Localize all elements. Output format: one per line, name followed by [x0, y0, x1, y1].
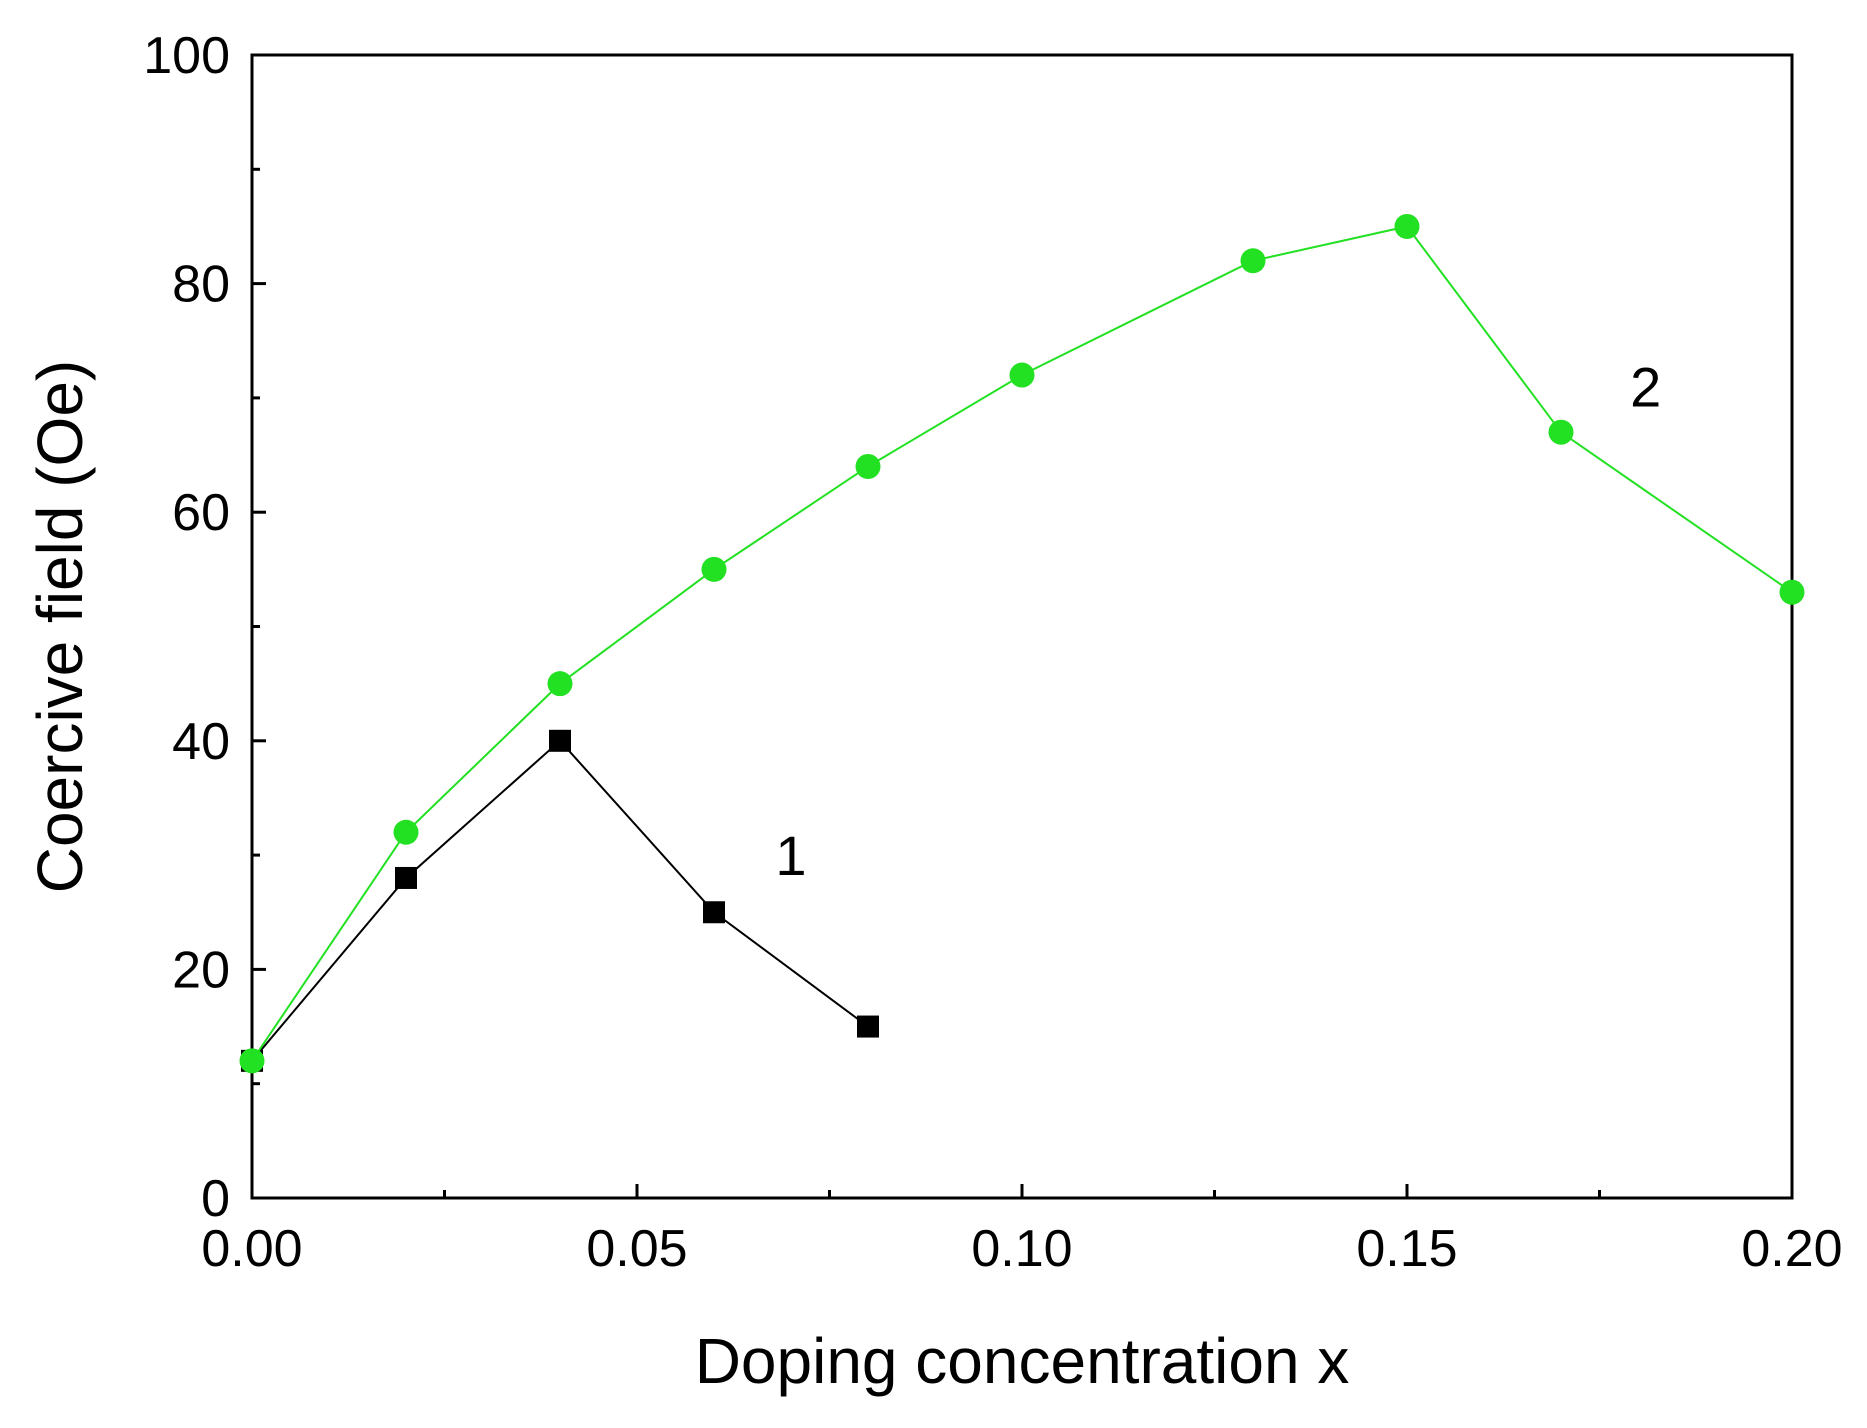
y-tick-label: 60: [172, 484, 230, 542]
series-2-line: [251, 225, 1793, 1062]
plot-frame: [250, 53, 1794, 1200]
series-1-point: [703, 901, 725, 924]
series-2-point: [393, 819, 419, 845]
axes: 0.00 0.05 0.10 0.15 0.20 0 20 40 60 80 100: [143, 27, 1842, 1278]
series-2-point: [239, 1048, 265, 1074]
x-tick-label: 0.05: [586, 1220, 687, 1278]
series-1-line: [251, 739, 869, 1062]
series-2-point: [1240, 248, 1266, 274]
series-1-point: [395, 866, 417, 889]
x-tick-label: 0.10: [971, 1220, 1072, 1278]
series-layer: 12: [239, 213, 1805, 1074]
y-tick-label: 20: [172, 941, 230, 999]
series-1-point: [549, 729, 571, 752]
series-1-label: 1: [775, 824, 806, 887]
y-tick-label: 0: [201, 1170, 230, 1228]
series-2-point: [1009, 362, 1035, 388]
series-2: 2: [239, 213, 1805, 1074]
y-tick-label: 40: [172, 713, 230, 771]
x-tick-label: 0.15: [1356, 1220, 1457, 1278]
series-2-point: [1548, 419, 1574, 445]
series-2-point: [1394, 213, 1420, 239]
x-tick-label: 0.20: [1741, 1220, 1842, 1278]
series-2-point: [701, 556, 727, 582]
series-2-point: [1779, 579, 1805, 605]
y-tick-label: 80: [172, 256, 230, 314]
x-axis-title: Doping concentration x: [695, 1325, 1350, 1397]
series-1-point: [857, 1015, 879, 1038]
x-tick-label: 0.00: [201, 1220, 302, 1278]
series-2-label: 2: [1630, 355, 1661, 418]
series-1: 1: [241, 729, 879, 1072]
y-tick-label: 100: [143, 27, 230, 85]
y-axis-title: Coercive field (Oe): [24, 360, 96, 894]
series-2-point: [547, 671, 573, 697]
series-2-point: [855, 453, 881, 479]
